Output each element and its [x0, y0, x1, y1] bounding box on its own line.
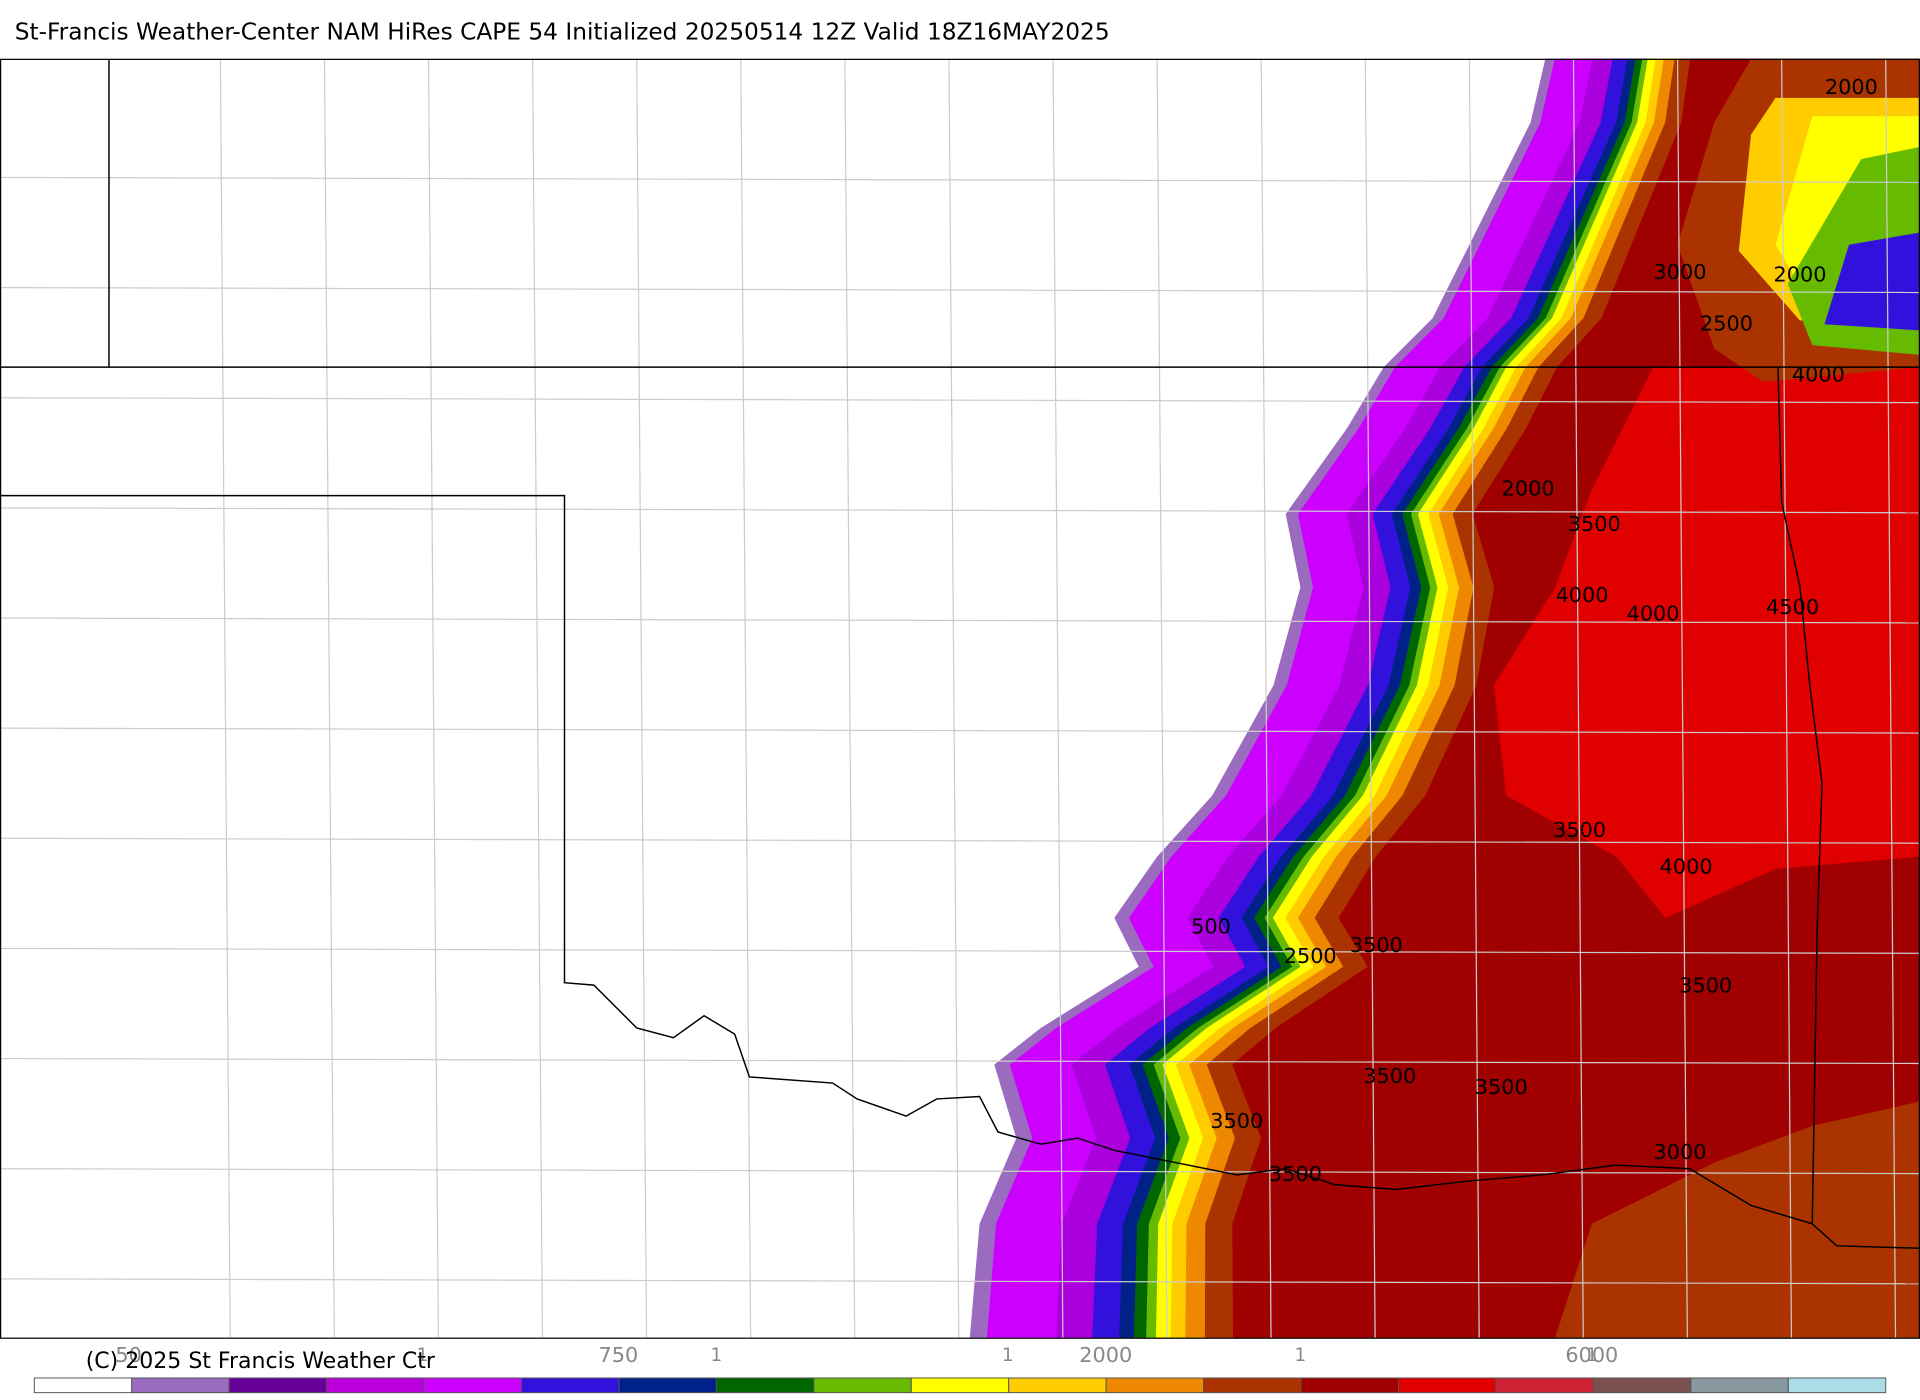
colorbar-swatch [715, 1377, 815, 1394]
county-line [0, 727, 1920, 734]
state-borders [0, 58, 1920, 1249]
colorbar-separator: 1 [1586, 1345, 1598, 1366]
contour-label: 3500 [1679, 973, 1732, 997]
county-line [1676, 58, 1688, 1338]
county-line [1052, 58, 1064, 1338]
contour-label: 2000 [1502, 477, 1555, 501]
county-line [219, 58, 231, 1338]
county-line [1572, 58, 1584, 1338]
contour-label: 2500 [1700, 311, 1753, 335]
colorbar-swatch [1398, 1377, 1497, 1394]
county-line [948, 58, 960, 1338]
county-line [1364, 58, 1376, 1338]
colorbar-swatch [131, 1377, 230, 1394]
colorbar-swatch [813, 1377, 912, 1394]
colorbar-swatch [228, 1377, 328, 1394]
contour-label: 3500 [1553, 818, 1606, 842]
county-line [532, 58, 544, 1338]
cape-region [1824, 232, 1920, 331]
contour-label: 3500 [1568, 512, 1621, 536]
colorbar-swatch [1495, 1377, 1594, 1394]
county-line [1156, 58, 1168, 1338]
county-line [636, 58, 648, 1338]
map-frame [0, 58, 1920, 1339]
title: St-Francis Weather-Center NAM HiRes CAPE… [15, 19, 1110, 46]
contour-label: 3500 [1210, 1109, 1263, 1133]
contour-label: 4000 [1556, 583, 1609, 607]
contour-label: 4000 [1660, 855, 1713, 879]
county-line [0, 1168, 1920, 1175]
colorbar-swatch [326, 1377, 425, 1394]
county-line [323, 58, 335, 1338]
colorbar-swatch [1592, 1377, 1692, 1394]
contour-label: 2000 [1774, 262, 1827, 286]
colorbar-label: 50 [115, 1343, 141, 1367]
contour-label: 2000 [1825, 75, 1878, 99]
county-line [0, 617, 1920, 624]
colorbar-swatch [423, 1377, 522, 1394]
colorbar-label: 2000 [1079, 1343, 1132, 1367]
contour-label: 3500 [1350, 933, 1403, 957]
contour-label: 500 [1191, 915, 1231, 939]
colorbar-swatch [618, 1377, 717, 1394]
colorbar-swatch [910, 1377, 1010, 1394]
contour-label: 4000 [1792, 363, 1845, 387]
contour-label: 3500 [1475, 1075, 1528, 1099]
county-line [0, 176, 1920, 183]
county-line [740, 58, 752, 1338]
contour-label: 4500 [1766, 595, 1819, 619]
county-line [0, 1057, 1920, 1065]
colorbar-separator: 1 [417, 1345, 429, 1366]
county-line [0, 286, 1920, 294]
cape-region [1493, 367, 1920, 918]
colorbar-separator: 1 [1295, 1345, 1307, 1366]
colorbar-label: 6000 [1565, 1343, 1618, 1367]
county-line [1260, 58, 1272, 1338]
colorbar-separator: 1 [710, 1345, 722, 1366]
county-line [844, 58, 856, 1338]
colorbar-swatch [1787, 1377, 1887, 1394]
county-line [0, 507, 1920, 514]
cape-region [1555, 1101, 1920, 1338]
county-line [1781, 58, 1793, 1338]
colorbar-swatch [1690, 1377, 1789, 1394]
county-line [0, 947, 1920, 954]
colorbar-separator: 1 [1002, 1345, 1014, 1366]
county-lines [0, 58, 1920, 1338]
county-line [1468, 58, 1480, 1338]
contour-label: 4000 [1627, 601, 1680, 625]
contour-label: 3000 [1654, 260, 1707, 284]
contour-label: 3500 [1363, 1064, 1416, 1088]
contour-label: 3000 [1654, 1140, 1707, 1164]
colorbar-swatch [1203, 1377, 1302, 1394]
county-line [0, 837, 1920, 844]
colorbar-swatch [521, 1377, 620, 1394]
contour-label: 2500 [1284, 944, 1337, 968]
county-line [0, 397, 1920, 404]
contour-label: 3500 [1269, 1162, 1322, 1186]
contour-labels: 2000 3000 2000 2500 4000 2000 3500 4000 4000 4500… [1191, 75, 1878, 1186]
county-line [427, 58, 439, 1338]
county-line [1885, 58, 1897, 1338]
colorbar-swatch [1105, 1377, 1205, 1394]
cape-fills [969, 58, 1920, 1338]
map: 2000 3000 2000 2500 4000 2000 3500 4000 4000 4500… [0, 58, 1920, 1339]
copyright: (C) 2025 St Francis Weather Ctr [86, 1349, 436, 1374]
colorbar-label: 750 [599, 1343, 639, 1367]
colorbar-swatch [33, 1377, 133, 1394]
county-line [0, 1278, 1920, 1285]
colorbar-swatch [1008, 1377, 1107, 1394]
colorbar-swatch [1300, 1377, 1399, 1394]
